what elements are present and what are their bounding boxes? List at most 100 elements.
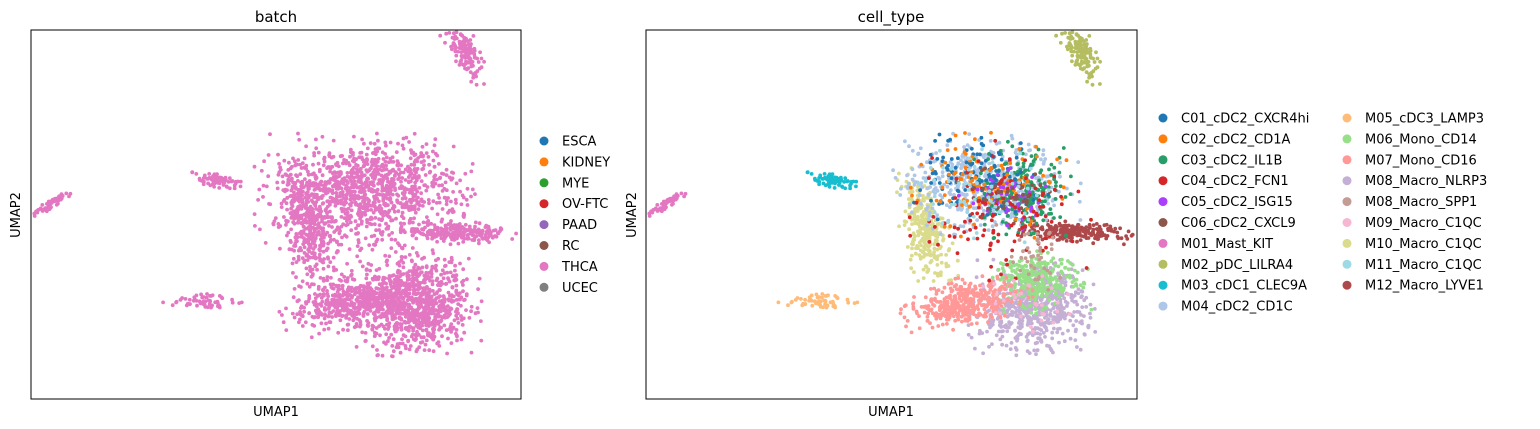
- scatter-point: [359, 221, 364, 226]
- scatter-point: [356, 240, 361, 245]
- scatter-point: [227, 176, 232, 181]
- scatter-point: [427, 222, 431, 226]
- scatter-point: [450, 207, 455, 212]
- scatter-point: [424, 142, 429, 147]
- scatter-point: [666, 198, 671, 203]
- scatter-point: [456, 311, 460, 316]
- scatter-point: [294, 173, 298, 178]
- scatter-point: [439, 279, 444, 284]
- scatter-point: [1122, 242, 1126, 247]
- scatter-point: [484, 237, 488, 241]
- scatter-point: [833, 177, 838, 181]
- scatter-point: [358, 259, 362, 264]
- scatter-point: [1014, 353, 1019, 358]
- scatter-point: [928, 260, 933, 265]
- scatter-point: [916, 215, 920, 220]
- scatter-point: [440, 268, 445, 273]
- scatter-point: [325, 204, 330, 209]
- scatter-point: [416, 195, 420, 200]
- scatter-point: [362, 286, 366, 290]
- scatter-point: [425, 233, 430, 237]
- scatter-point: [821, 305, 825, 310]
- scatter-point: [363, 185, 368, 189]
- scatter-point: [1082, 332, 1087, 336]
- scatter-point: [1034, 352, 1038, 357]
- scatter-point: [419, 191, 423, 196]
- scatter-point: [370, 323, 375, 328]
- scatter-point: [814, 292, 819, 297]
- scatter-point: [333, 292, 338, 297]
- scatter-point: [1075, 58, 1080, 63]
- scatter-point: [388, 196, 392, 200]
- scatter-point: [331, 282, 336, 287]
- scatter-point: [458, 178, 462, 183]
- scatter-point: [409, 325, 414, 330]
- scatter-point: [369, 263, 374, 267]
- scatter-point: [472, 46, 477, 51]
- scatter-point: [319, 179, 324, 184]
- scatter-point: [379, 231, 383, 236]
- scatter-point: [1073, 338, 1078, 342]
- scatter-point: [391, 273, 396, 277]
- scatter-point: [204, 295, 209, 300]
- scatter-point: [209, 294, 214, 298]
- scatter-point: [793, 298, 798, 302]
- scatter-point: [346, 322, 351, 327]
- scatter-point: [394, 312, 398, 316]
- scatter-point: [349, 300, 354, 304]
- scatter-point: [404, 281, 408, 286]
- scatter-point: [416, 265, 420, 270]
- scatter-point: [403, 178, 408, 182]
- scatter-point: [414, 298, 418, 302]
- scatter-point: [1093, 330, 1098, 334]
- scatter-point: [342, 275, 347, 279]
- scatter-point: [1060, 309, 1064, 314]
- scatter-point: [295, 162, 299, 167]
- scatter-point: [394, 274, 399, 279]
- scatter-point: [311, 300, 316, 304]
- scatter-point: [230, 297, 235, 302]
- scatter-point: [305, 272, 310, 277]
- scatter-point: [366, 197, 370, 202]
- scatter-point: [360, 330, 365, 335]
- scatter-point: [369, 302, 374, 307]
- scatter-point: [464, 36, 468, 41]
- scatter-point: [386, 327, 390, 331]
- scatter-point: [659, 208, 664, 212]
- scatter-point: [288, 194, 293, 199]
- scatter-point: [828, 300, 833, 305]
- scatter-point: [466, 256, 471, 261]
- scatter-point: [1067, 31, 1072, 36]
- scatter-point: [902, 223, 907, 228]
- scatter-point: [339, 201, 344, 206]
- scatter-point: [1092, 60, 1097, 64]
- scatter-point: [324, 321, 328, 326]
- scatter-point: [408, 173, 412, 178]
- scatter-point: [394, 309, 399, 314]
- scatter-point: [224, 184, 229, 189]
- scatter-point: [296, 206, 300, 211]
- legend-marker: [539, 178, 549, 188]
- scatter-point: [312, 153, 317, 158]
- scatter-point: [361, 313, 366, 318]
- scatter-point: [1058, 223, 1063, 228]
- scatter-point: [452, 233, 457, 238]
- scatter-point: [348, 186, 353, 190]
- scatter-point: [362, 201, 367, 206]
- scatter-point: [1038, 332, 1043, 336]
- scatter-point: [316, 150, 321, 155]
- scatter-point: [408, 344, 413, 348]
- scatter-point: [419, 311, 424, 316]
- scatter-point: [981, 351, 985, 356]
- scatter-point: [389, 297, 394, 302]
- scatter-point: [416, 332, 421, 337]
- scatter-point: [365, 272, 369, 277]
- scatter-point: [313, 256, 318, 261]
- scatter-point: [412, 290, 416, 295]
- scatter-point: [1088, 302, 1093, 307]
- scatter-point: [425, 286, 429, 291]
- scatter-point: [407, 282, 412, 286]
- scatter-point: [435, 314, 440, 319]
- scatter-point: [473, 71, 478, 76]
- scatter-point: [289, 247, 294, 252]
